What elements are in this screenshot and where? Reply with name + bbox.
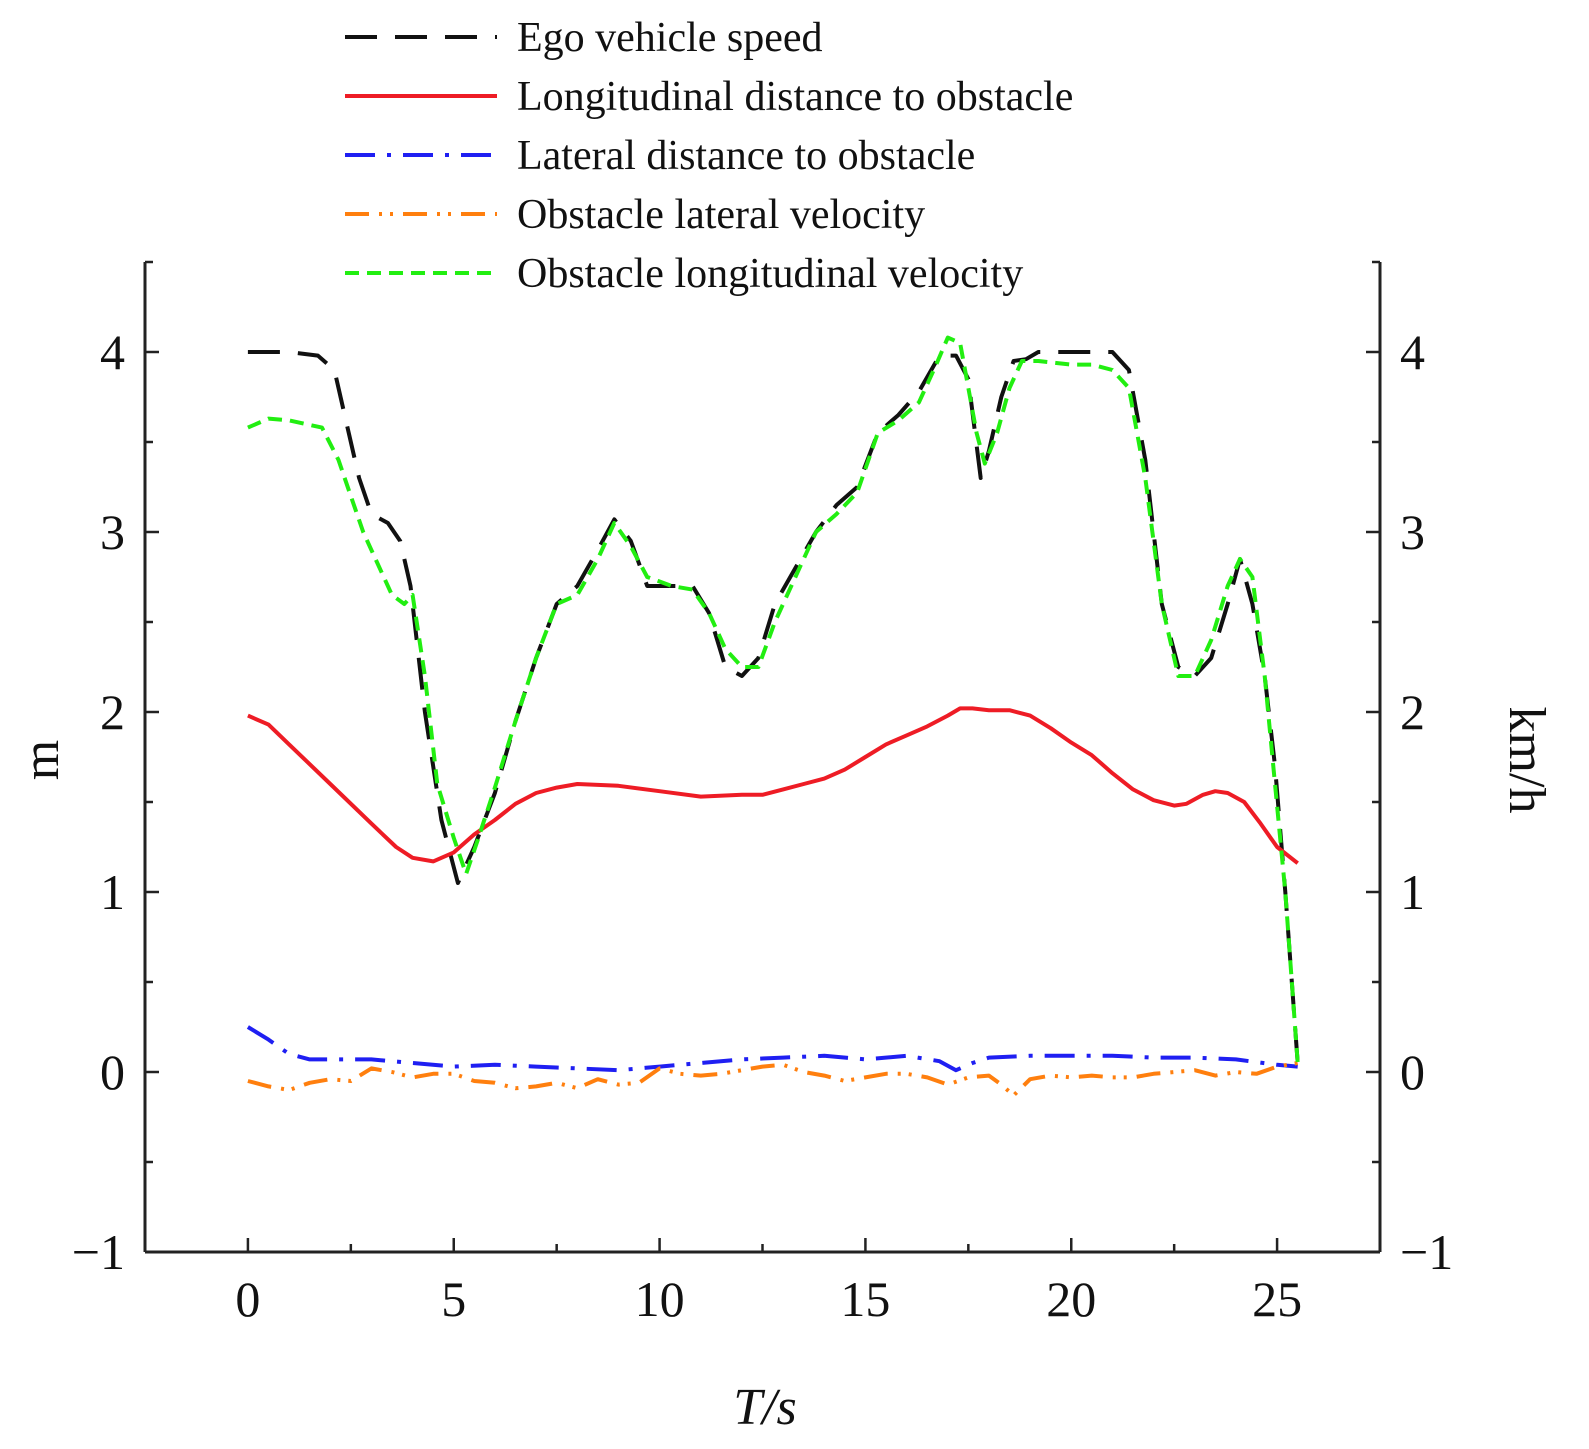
legend-label: Lateral distance to obstacle — [517, 133, 975, 179]
legend-item-lateral-distance-to-obstacle: Lateral distance to obstacle — [345, 133, 975, 179]
x-tick-label: 25 — [1252, 1271, 1302, 1327]
y-tick-label-left: 2 — [100, 684, 125, 740]
y-tick-label-right: −1 — [1400, 1224, 1453, 1280]
series-line-lateral-distance-to-obstacle — [246, 1025, 1298, 1073]
series-line-longitudinal-distance-to-obstacle — [247, 706, 1299, 865]
x-tick-label: 10 — [635, 1271, 685, 1327]
y-axis-title-left: m — [13, 740, 70, 780]
y-tick-label-left: 0 — [100, 1044, 125, 1100]
legend-label: Ego vehicle speed — [517, 15, 823, 61]
x-tick-label: 0 — [235, 1271, 260, 1327]
y-tick-label-left: 4 — [100, 324, 125, 380]
y-tick-label-right: 3 — [1400, 504, 1425, 560]
legend-label: Obstacle longitudinal velocity — [517, 251, 1023, 297]
y-tick-label-right: 0 — [1400, 1044, 1425, 1100]
y-tick-label-left: −1 — [72, 1224, 125, 1280]
legend-item-obstacle-longitudinal-velocity: Obstacle longitudinal velocity — [345, 251, 1023, 297]
y-tick-label-right: 1 — [1400, 864, 1425, 920]
series-layer — [246, 335, 1300, 1098]
y-axis-title-right: km/h — [1498, 707, 1555, 814]
y-tick-label-left: 1 — [100, 864, 125, 920]
legend-item-longitudinal-distance-to-obstacle: Longitudinal distance to obstacle — [345, 74, 1073, 120]
legend-label: Longitudinal distance to obstacle — [517, 74, 1073, 120]
series-line-obstacle-longitudinal-velocity — [247, 335, 1300, 1064]
legend: Ego vehicle speed Longitudinal distance t… — [345, 15, 1073, 297]
legend-label: Obstacle lateral velocity — [517, 192, 925, 238]
y-tick-label-right: 2 — [1400, 684, 1425, 740]
x-tick-label: 20 — [1046, 1271, 1096, 1327]
series-line-obstacle-lateral-velocity — [247, 1061, 1299, 1098]
series-line-ego-vehicle-speed — [247, 350, 1300, 1064]
x-tick-label: 5 — [441, 1271, 466, 1327]
legend-item-ego-vehicle-speed: Ego vehicle speed — [345, 15, 823, 61]
y-tick-label-left: 3 — [100, 504, 125, 560]
legend-item-obstacle-lateral-velocity: Obstacle lateral velocity — [345, 192, 925, 238]
axes: 0 5 10 15 20 25 −1 −1 0 0 1 1 2 2 3 3 4 4 — [72, 260, 1453, 1327]
x-axis-title: T/s — [733, 1379, 797, 1436]
x-tick-label: 15 — [840, 1271, 890, 1327]
y-tick-label-right: 4 — [1400, 324, 1425, 380]
